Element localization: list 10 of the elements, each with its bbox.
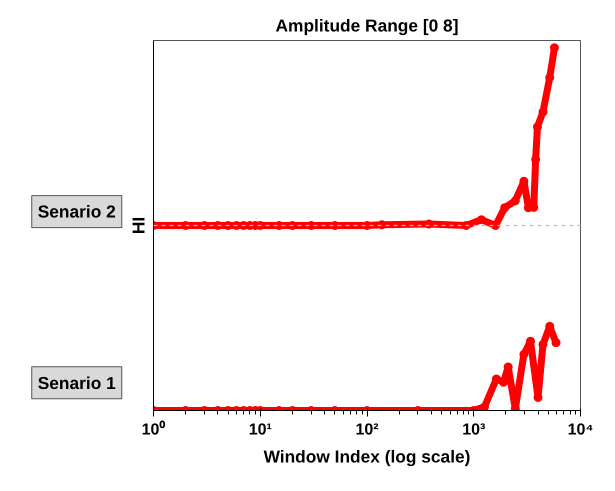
chart-title: Amplitude Range [0 8] xyxy=(276,16,458,36)
x-tick-label: 10⁰ xyxy=(142,420,166,438)
x-tick-label: 10¹ xyxy=(248,422,272,438)
x-tick-label: 10⁴ xyxy=(568,422,594,438)
text: Senario 1 xyxy=(38,372,116,393)
x-tick-label: 10² xyxy=(355,422,379,438)
x-tick-label: 10³ xyxy=(462,422,486,438)
x-axis-title: Window Index (log scale) xyxy=(264,446,470,466)
y-axis-title: HI xyxy=(128,216,148,234)
series-label: Senario 2 xyxy=(38,202,116,222)
